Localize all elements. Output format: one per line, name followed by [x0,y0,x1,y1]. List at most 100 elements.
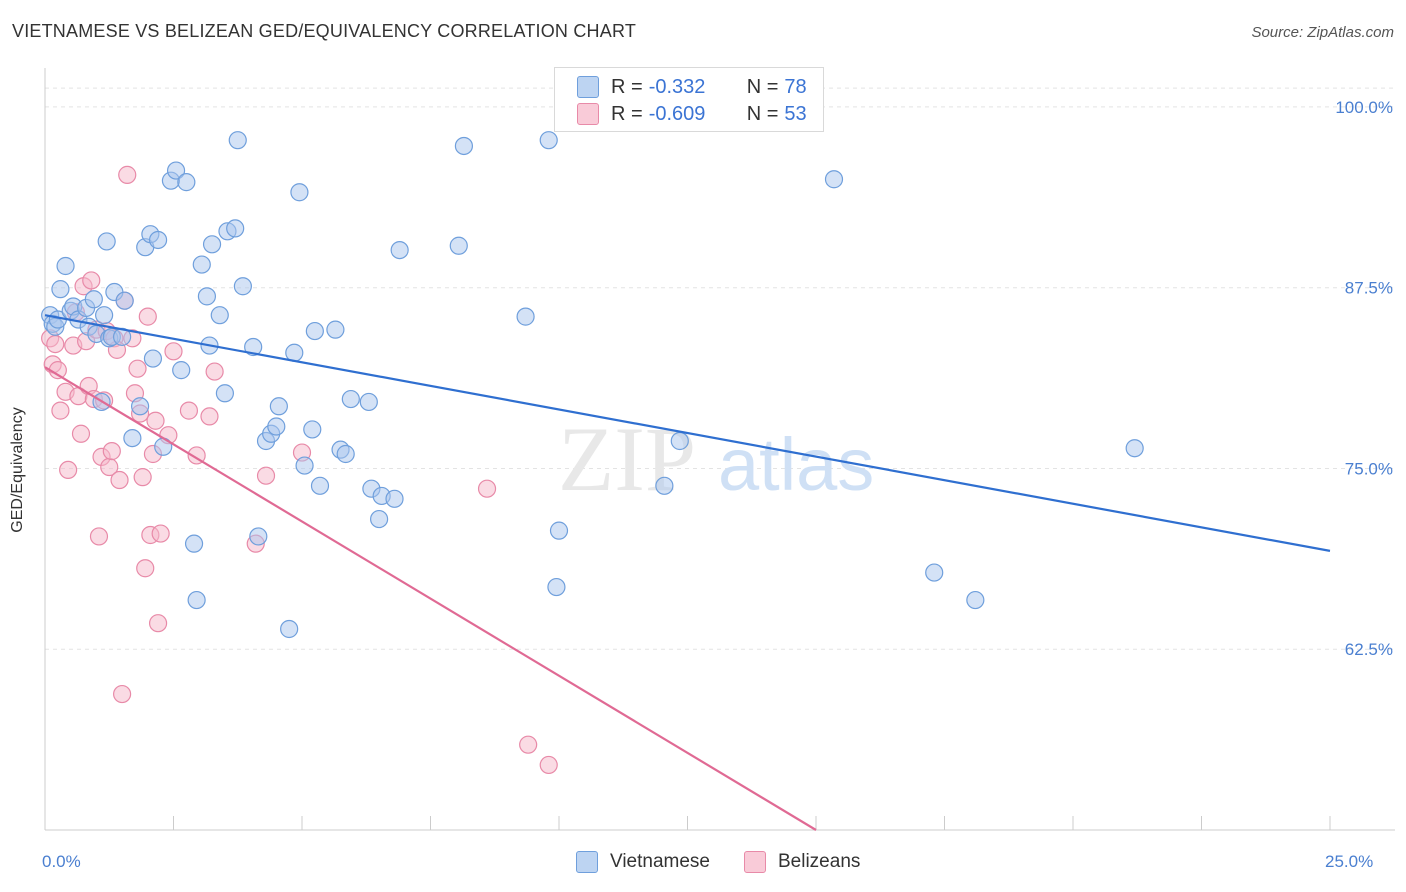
grid-lines [45,87,1395,650]
vietnamese-point [210,306,229,325]
belizeans-point [59,460,78,480]
legend-swatch-pink [744,851,766,873]
legend-n-value: 78 [784,75,807,98]
vietnamese-point [310,476,330,495]
legend-r-value: -0.332 [648,75,706,98]
belizeans-point [151,524,170,543]
vietnamese-point [244,337,263,357]
vietnamese-point [148,230,168,250]
vietnamese-point [655,476,674,495]
vietnamese-point [228,131,247,150]
belizeans-point [102,442,121,461]
legend-item-vietnamese[interactable]: Vietnamese [576,851,710,873]
vietnamese-point [966,590,985,610]
watermark: ZIP atlas [558,408,874,510]
legend-n-label: N = [746,102,779,125]
belizeans-point [179,401,199,420]
belizeans-point [89,527,109,546]
vietnamese-point [177,173,196,192]
vietnamese-point [454,136,474,156]
vietnamese-point [192,255,211,274]
vietnamese-point [123,428,142,448]
vietnamese-point [824,170,844,189]
belizeans-point [82,271,101,290]
belizeans-point [112,684,132,704]
stats-legend: R = -0.332 N = 78 R = -0.609 N = 53 [554,67,824,132]
vietnamese-point [385,489,404,508]
vietnamese-point [215,384,234,403]
vietnamese-point [670,431,689,451]
belizeans-point [200,407,219,426]
vietnamese-point [269,397,288,416]
belizeans-point [133,468,152,487]
belizeans-point [136,559,155,578]
belizeans-point [205,362,224,381]
legend-row-vietnamese: R = -0.332 N = 78 [577,74,807,100]
vietnamese-point [197,287,217,306]
legend-r-label: R = [611,102,643,125]
belizeans-point [138,307,157,326]
legend-item-belizeans[interactable]: Belizeans [744,851,860,873]
y-tick-label: 100.0% [1335,98,1393,117]
vietnamese-point [336,444,355,464]
vietnamese-point [341,389,360,409]
belizeans-point [128,359,147,378]
legend-n-label: N = [746,75,779,98]
vietnamese-point [202,235,222,254]
watermark-zip: ZIP [558,408,696,510]
legend-swatch-blue [576,851,598,873]
vietnamese-trend-line [44,314,1331,552]
series-legend: Vietnamese Belizeans [0,851,1406,877]
vietnamese-point [1125,439,1144,458]
vietnamese-point [51,280,70,299]
y-tick-labels: 62.5% 75.0% 87.5% 100.0% [1335,98,1393,659]
vietnamese-point [184,534,204,553]
legend-r-value: -0.609 [648,102,706,125]
y-tick-label: 75.0% [1345,459,1393,478]
belizeans-point [51,401,70,420]
vietnamese-point [166,161,186,180]
y-tick-label: 87.5% [1345,279,1393,298]
vietnamese-point [303,420,322,439]
belizeans-point [539,755,558,775]
vietnamese-point [95,306,114,325]
vietnamese-point [187,590,206,610]
legend-swatch-pink [577,103,599,125]
vietnamese-point [115,291,134,310]
vietnamese-point [97,232,116,251]
vietnamese-point [172,361,191,380]
legend-item-label: Vietnamese [610,851,710,872]
belizeans-point [146,411,165,430]
vietnamese-point [295,456,314,475]
vietnamese-point [56,256,75,276]
legend-item-label: Belizeans [778,851,861,872]
vietnamese-point [326,320,345,339]
belizeans-trend-line [44,366,817,831]
belizeans-point [110,470,129,490]
vietnamese-point [390,240,409,260]
vietnamese-point [449,236,468,255]
vietnamese-point [290,183,309,202]
vietnamese-point [143,349,163,368]
belizeans-point [118,165,137,184]
axes [44,68,1395,831]
vietnamese-point [280,619,299,639]
vietnamese-point [549,521,569,540]
vietnamese-point [359,392,378,412]
belizeans-point [46,334,65,354]
vietnamese-points [41,131,1144,639]
belizeans-point [164,342,183,361]
x-tick-label-min: 0.0% [42,852,81,871]
x-tick-label-max: 25.0% [1325,852,1374,871]
belizeans-point [477,479,497,498]
watermark-atlas: atlas [718,423,874,506]
belizeans-point [256,466,276,485]
vietnamese-point [249,527,268,546]
belizeans-point [519,735,538,754]
vietnamese-point [233,277,252,296]
vietnamese-point [516,307,535,326]
vietnamese-point [226,219,245,238]
trend-lines [44,314,1331,831]
legend-swatch-blue [577,76,599,98]
